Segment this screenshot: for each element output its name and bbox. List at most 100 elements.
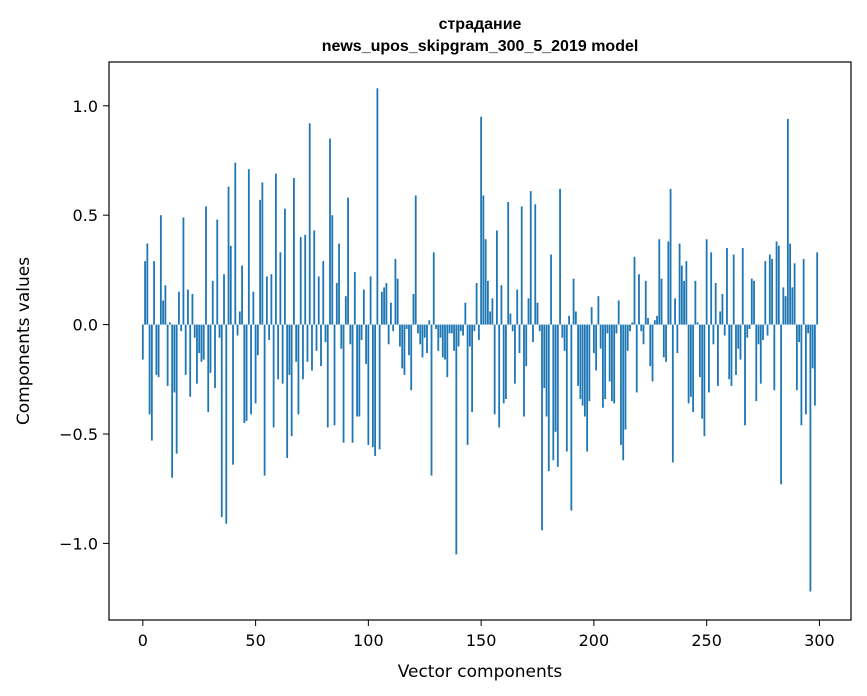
bar-115	[401, 324, 404, 369]
bar-201	[595, 324, 598, 371]
bar-27	[202, 324, 205, 360]
bar-137	[450, 324, 453, 334]
bar-36	[223, 274, 225, 325]
bar-207	[608, 324, 611, 382]
x-tick-label: 300	[804, 631, 835, 650]
x-axis: 0 50 100 150 200 250 300	[138, 620, 835, 650]
bar-49	[252, 291, 255, 325]
bar-169	[523, 324, 525, 417]
bar-16	[178, 291, 180, 325]
bar-39	[229, 245, 232, 325]
bar-17	[180, 324, 183, 332]
bar-166	[516, 289, 519, 325]
bar-83	[329, 138, 331, 325]
plot-frame	[108, 61, 852, 621]
bar-29	[207, 324, 210, 413]
bar-198	[588, 324, 591, 402]
bar-155	[491, 298, 494, 325]
bar-7	[157, 324, 160, 378]
bar-128	[430, 324, 433, 476]
bar-150	[480, 116, 483, 325]
bar-117	[405, 324, 408, 329]
bar-56	[268, 324, 271, 340]
bar-124	[421, 324, 424, 358]
bar-84	[331, 215, 334, 325]
bar-200	[592, 324, 595, 354]
bar-259	[726, 248, 728, 325]
bar-163	[509, 313, 512, 325]
bar-93	[351, 324, 354, 443]
bar-246	[696, 322, 699, 325]
bar-80	[322, 261, 325, 325]
bar-41	[234, 162, 237, 325]
bar-221	[640, 324, 643, 332]
bar-66	[290, 324, 293, 437]
bar-161	[505, 324, 507, 399]
chart-title-line1: страдание	[439, 16, 522, 33]
bar-64	[286, 324, 289, 459]
bar-241	[685, 261, 688, 325]
bar-129	[432, 252, 435, 325]
bar-162	[507, 202, 510, 325]
bar-274	[759, 324, 762, 384]
bar-253	[712, 324, 715, 345]
bar-244	[692, 324, 695, 413]
bar-119	[410, 324, 413, 391]
chart-title: страдание news_upos_skipgram_300_5_2019 …	[322, 16, 639, 55]
bar-43	[238, 311, 241, 325]
bar-232	[665, 324, 667, 362]
bar-176	[538, 324, 541, 332]
bar-250	[705, 239, 708, 325]
bar-251	[708, 324, 710, 393]
bar-191	[572, 278, 575, 325]
bar-268	[746, 324, 749, 338]
y-tick-label: 0.5	[73, 206, 98, 225]
bar-8	[159, 215, 162, 325]
bar-144	[466, 324, 469, 445]
bar-289	[793, 263, 796, 325]
x-tick-label: 50	[245, 631, 265, 650]
bar-127	[428, 320, 431, 325]
bar-245	[694, 280, 697, 325]
bar-98	[362, 289, 365, 325]
bar-59	[274, 173, 277, 325]
bar-212	[620, 324, 622, 445]
bar-178	[543, 324, 546, 389]
bar-78	[317, 276, 320, 325]
bar-133	[441, 324, 444, 358]
bar-154	[489, 311, 492, 325]
bar-167	[518, 324, 521, 354]
bar-74	[308, 123, 311, 325]
bar-177	[541, 324, 543, 531]
bar-2	[146, 243, 149, 325]
bar-10	[164, 285, 167, 325]
bar-171	[527, 298, 530, 325]
bar-70	[299, 237, 302, 325]
bar-82	[326, 324, 329, 428]
bar-214	[624, 324, 627, 430]
bar-134	[444, 324, 446, 360]
bar-62	[281, 324, 284, 384]
bar-235	[671, 324, 674, 463]
bar-5	[153, 261, 155, 325]
bar-159	[500, 285, 503, 325]
bar-57	[270, 274, 273, 325]
bar-153	[486, 280, 489, 325]
bar-15	[175, 324, 178, 454]
bar-270	[750, 278, 753, 325]
bar-219	[635, 324, 638, 393]
bar-105	[378, 324, 381, 450]
bar-262	[732, 254, 735, 325]
bar-95	[356, 324, 358, 417]
bar-104	[376, 88, 379, 325]
bar-295	[807, 324, 810, 334]
bar-14	[173, 324, 176, 393]
bar-79	[320, 324, 322, 367]
bar-18	[182, 217, 185, 325]
bar-87	[338, 243, 340, 325]
bar-158	[498, 324, 501, 428]
bar-299	[816, 252, 819, 325]
bar-254	[714, 283, 717, 325]
bar-145	[468, 324, 471, 347]
bar-138	[453, 324, 455, 351]
